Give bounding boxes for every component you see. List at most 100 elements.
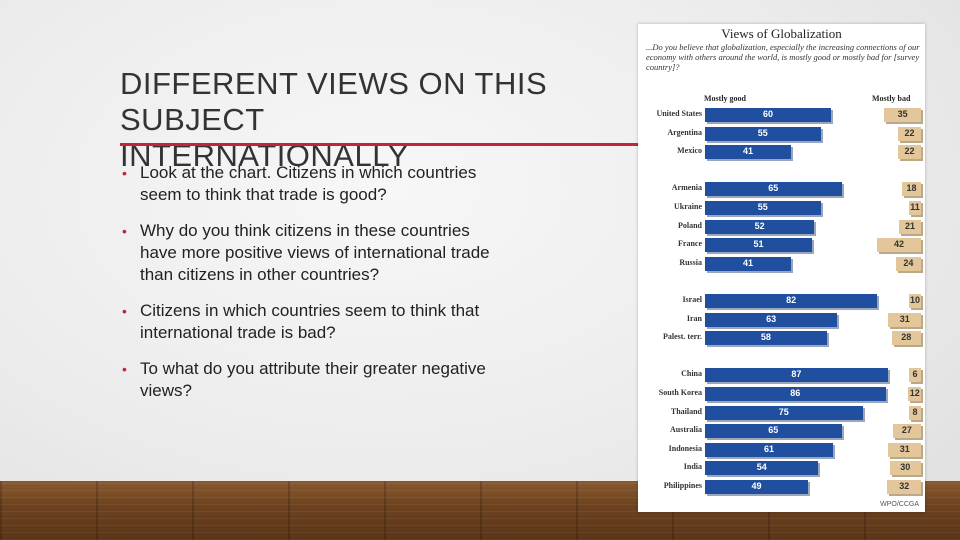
bullet-dot-icon: • (122, 223, 127, 239)
country-label: Iran (686, 313, 702, 323)
bullet-item: • Why do you think citizens in these coun… (120, 220, 500, 286)
value-label-good: 41 (743, 146, 754, 157)
chart-row: Australia 65 27 (638, 424, 925, 439)
bar-mostly-good: 65 (705, 424, 842, 439)
bar-mostly-good: 87 (705, 368, 888, 383)
chart-title: Views of Globalization (721, 26, 842, 41)
value-label-good: 61 (764, 443, 775, 454)
bar-mostly-good: 86 (705, 387, 886, 401)
bullet-dot-icon: • (122, 361, 127, 377)
bar-mostly-bad: 35 (884, 108, 921, 122)
value-label-bad: 42 (893, 239, 904, 250)
bar-mostly-good: 41 (705, 145, 792, 160)
bar-mostly-bad: 32 (887, 480, 921, 494)
value-label-bad: 18 (906, 183, 917, 194)
value-label-bad: 12 (909, 388, 920, 398)
bar-mostly-good: 41 (705, 256, 792, 271)
bar-mostly-good: 55 (705, 201, 821, 215)
country-label: India (683, 462, 702, 472)
value-label-good: 55 (757, 202, 768, 212)
legend-mostly-bad: Mostly bad (872, 94, 911, 103)
chart-row: Palest. terr. 58 28 (638, 331, 925, 346)
bar-mostly-bad: 24 (895, 256, 921, 271)
bar-mostly-good: 75 (705, 405, 863, 420)
bar-mostly-bad: 12 (908, 387, 921, 401)
value-label-good: 55 (757, 127, 768, 138)
chart-row: Thailand 75 8 (638, 405, 925, 420)
value-label-bad: 22 (904, 127, 915, 138)
value-label-good: 58 (760, 332, 771, 343)
country-label: Israel (682, 295, 702, 304)
chart-row: Mexico 41 22 (638, 145, 925, 160)
value-label-bad: 31 (899, 443, 910, 454)
country-label: Philippines (663, 481, 702, 490)
chart-credit: WPO/CCGA (880, 501, 919, 508)
value-label-bad: 21 (904, 220, 915, 231)
country-label: France (678, 239, 702, 249)
legend-mostly-good: Mostly good (704, 94, 746, 103)
chart-row: South Korea 86 12 (638, 387, 925, 401)
bar-mostly-good: 51 (705, 238, 813, 253)
country-label: China (681, 369, 702, 379)
value-label-good: 65 (768, 183, 779, 194)
bar-mostly-good: 52 (705, 219, 815, 234)
value-label-bad: 11 (910, 202, 920, 212)
country-label: Thailand (670, 406, 702, 416)
bar-mostly-bad: 30 (889, 461, 921, 476)
country-label: Australia (670, 425, 702, 435)
title-underline (120, 143, 640, 146)
country-label: Argentina (667, 127, 702, 137)
country-label: Armenia (671, 183, 702, 193)
bar-mostly-good: 60 (705, 108, 831, 122)
country-label: Mexico (677, 146, 702, 156)
country-label: Ukraine (674, 202, 702, 211)
bar-mostly-good: 65 (705, 182, 842, 197)
bullet-dot-icon: • (122, 165, 127, 181)
bar-mostly-bad: 8 (909, 405, 921, 420)
value-label-bad: 8 (912, 406, 918, 417)
chart-row: United States 60 35 (638, 108, 925, 122)
bar-mostly-bad: 28 (891, 331, 921, 346)
slide-title: DIFFERENT VIEWS ON THIS SUBJECT INTERNAT… (120, 66, 548, 173)
bullet-list: • Look at the chart. Citizens in which co… (120, 162, 500, 416)
value-label-good: 63 (766, 313, 777, 324)
country-label: South Korea (658, 388, 702, 397)
value-label-good: 60 (762, 109, 773, 119)
value-label-good: 86 (790, 388, 801, 398)
chart-subtitle: ...Do you believe that globalization, es… (646, 42, 920, 72)
chart-row: Ukraine 55 11 (638, 201, 925, 215)
chart-row: Indonesia 61 31 (638, 442, 925, 457)
bar-mostly-bad: 22 (897, 145, 921, 160)
bullet-item: • Citizens in which countries seem to thi… (120, 300, 500, 344)
country-label: Indonesia (668, 443, 702, 453)
bullet-text: To what do you attribute their greater n… (140, 359, 486, 400)
value-label-bad: 22 (904, 146, 915, 157)
chart-row: China 87 6 (638, 368, 925, 383)
chart-row: France 51 42 (638, 238, 925, 253)
globalization-chart: Views of Globalization ...Do you believe… (638, 24, 925, 512)
chart-row: Armenia 65 18 (638, 182, 925, 197)
chart-row: Poland 52 21 (638, 219, 925, 234)
value-label-bad: 10 (909, 295, 920, 305)
bar-mostly-bad: 18 (902, 182, 921, 197)
value-label-bad: 30 (900, 462, 911, 473)
bar-mostly-good: 58 (705, 331, 827, 346)
bar-mostly-good: 49 (705, 480, 808, 494)
value-label-bad: 35 (897, 109, 908, 119)
country-label: United States (656, 109, 702, 118)
chart-row: Iran 63 31 (638, 312, 925, 327)
bar-mostly-good: 54 (705, 461, 819, 476)
bar-mostly-good: 55 (705, 126, 821, 141)
bar-mostly-bad: 11 (909, 201, 921, 215)
chart-row: Israel 82 10 (638, 294, 925, 308)
bar-mostly-bad: 31 (888, 312, 921, 327)
chart-row: India 54 30 (638, 461, 925, 476)
bar-mostly-good: 82 (705, 294, 878, 308)
value-label-good: 51 (753, 239, 764, 250)
chart-row: Russia 41 24 (638, 256, 925, 271)
value-label-good: 54 (756, 462, 767, 473)
bar-mostly-bad: 42 (876, 238, 921, 253)
bar-mostly-bad: 6 (909, 368, 921, 383)
bullet-dot-icon: • (122, 303, 127, 319)
value-label-good: 49 (751, 481, 762, 491)
